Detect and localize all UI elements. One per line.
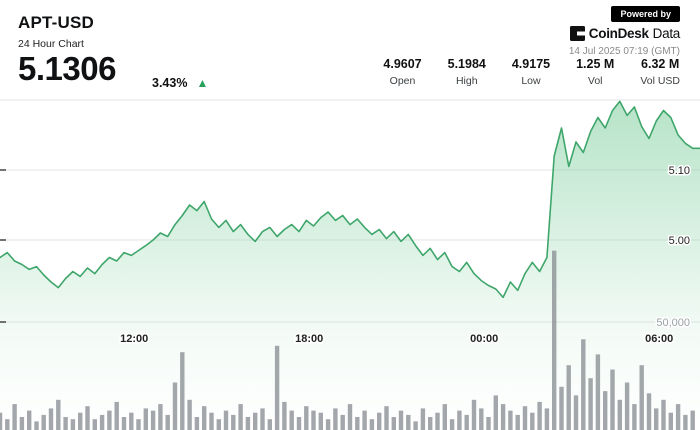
current-price: 5.1306 [18, 50, 116, 87]
coindesk-data-wordmark: Data [652, 26, 681, 41]
up-triangle-icon: ▲ [196, 76, 209, 90]
stat-high-label: High [455, 75, 478, 87]
coindesk-wordmark: CoinDesk [588, 26, 649, 41]
coindesk-data-link[interactable]: CoinDesk Data [569, 26, 681, 41]
stat-low-value: 4.9175 [511, 57, 551, 71]
stat-open-label: Open [389, 75, 416, 87]
chart-header: APT-USD 24 Hour Chart [18, 13, 94, 50]
svg-text:00:00: 00:00 [470, 333, 498, 345]
stat-open-value: 4.9607 [383, 57, 422, 71]
powered-by-badge: Powered by [611, 6, 680, 22]
svg-text:5.00: 5.00 [669, 235, 690, 247]
change-percent: 3.43% [152, 76, 188, 90]
stat-high: 5.1984 High [448, 57, 486, 87]
stat-vol: 1.25 M Vol [576, 57, 614, 87]
coindesk-logo-icon [569, 26, 585, 41]
stat-high-value: 5.1984 [447, 57, 486, 71]
stat-low: 4.9175 Low [512, 57, 550, 87]
svg-text:18:00: 18:00 [295, 333, 323, 345]
stat-open: 4.9607 Open [383, 57, 421, 87]
stat-vol-usd-label: Vol USD [640, 75, 680, 87]
branding-block: Powered by CoinDesk Data 14 Jul 2025 07:… [569, 6, 680, 57]
chart-subtitle: 24 Hour Chart [18, 38, 84, 50]
stat-low-label: Low [521, 75, 541, 87]
svg-text:50,000: 50,000 [656, 317, 690, 329]
svg-text:06:00: 06:00 [645, 333, 673, 345]
stat-vol-label: Vol [587, 75, 603, 87]
chart-timestamp: 14 Jul 2025 07:19 (GMT) [568, 46, 680, 57]
ohlc-stats-row: 4.9607 Open 5.1984 High 4.9175 Low 1.25 … [383, 57, 680, 87]
stat-vol-value: 1.25 M [576, 57, 615, 71]
price-change: 3.43% ▲ [152, 76, 208, 90]
symbol-title: APT-USD [18, 13, 95, 32]
stat-vol-usd-value: 6.32 M [641, 57, 680, 71]
svg-text:5.10: 5.10 [669, 165, 690, 177]
stat-vol-usd: 6.32 M Vol USD [640, 57, 680, 87]
svg-text:12:00: 12:00 [120, 333, 148, 345]
